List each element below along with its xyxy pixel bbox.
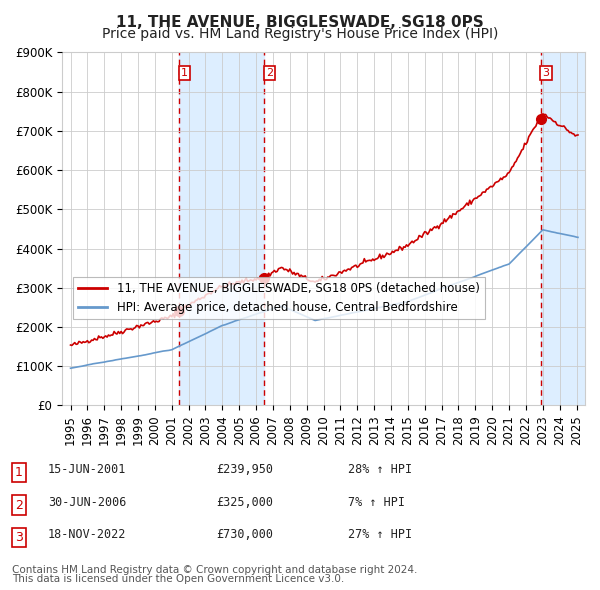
Text: 15-JUN-2001: 15-JUN-2001 <box>48 463 127 476</box>
Legend: 11, THE AVENUE, BIGGLESWADE, SG18 0PS (detached house), HPI: Average price, deta: 11, THE AVENUE, BIGGLESWADE, SG18 0PS (d… <box>73 277 485 319</box>
Text: 1: 1 <box>181 68 188 78</box>
Text: 11, THE AVENUE, BIGGLESWADE, SG18 0PS: 11, THE AVENUE, BIGGLESWADE, SG18 0PS <box>116 15 484 30</box>
Text: 28% ↑ HPI: 28% ↑ HPI <box>348 463 412 476</box>
Text: 2: 2 <box>266 68 273 78</box>
Text: £730,000: £730,000 <box>216 528 273 541</box>
Text: This data is licensed under the Open Government Licence v3.0.: This data is licensed under the Open Gov… <box>12 574 344 584</box>
Text: £325,000: £325,000 <box>216 496 273 509</box>
Text: 30-JUN-2006: 30-JUN-2006 <box>48 496 127 509</box>
Bar <box>541 53 585 405</box>
Text: Contains HM Land Registry data © Crown copyright and database right 2024.: Contains HM Land Registry data © Crown c… <box>12 565 418 575</box>
Text: 18-NOV-2022: 18-NOV-2022 <box>48 528 127 541</box>
Text: 1: 1 <box>15 466 23 479</box>
Text: 2: 2 <box>15 499 23 512</box>
Text: 3: 3 <box>15 531 23 544</box>
Text: £239,950: £239,950 <box>216 463 273 476</box>
Bar <box>179 53 265 405</box>
Text: Price paid vs. HM Land Registry's House Price Index (HPI): Price paid vs. HM Land Registry's House … <box>102 27 498 41</box>
Text: 7% ↑ HPI: 7% ↑ HPI <box>348 496 405 509</box>
Text: 27% ↑ HPI: 27% ↑ HPI <box>348 528 412 541</box>
Text: 3: 3 <box>542 68 550 78</box>
